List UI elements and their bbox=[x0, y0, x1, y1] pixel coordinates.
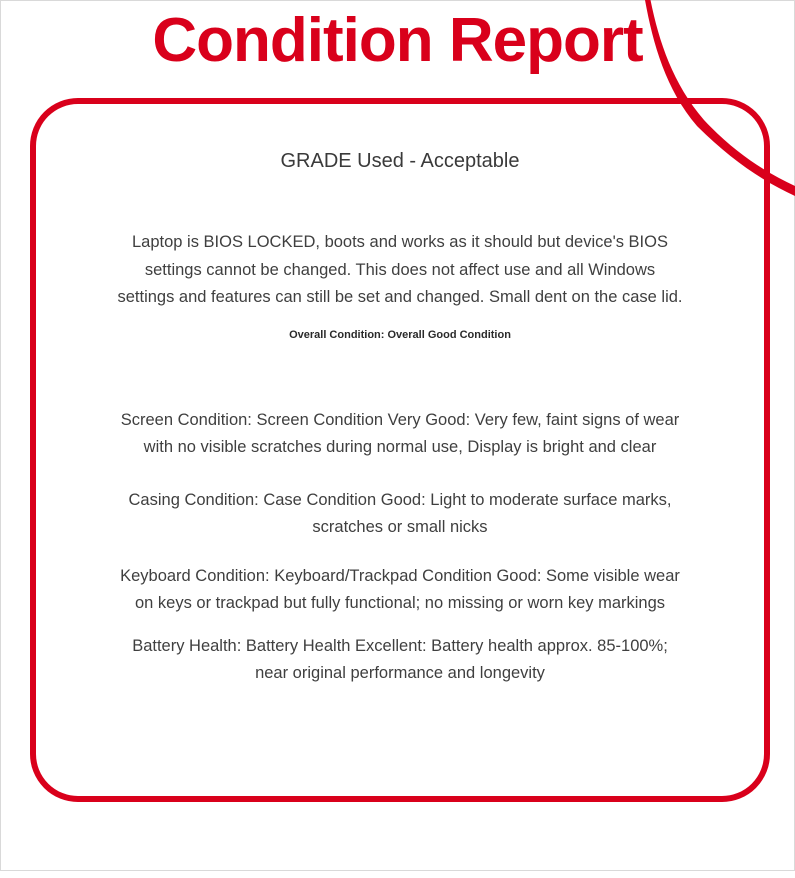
grade-heading: GRADE Used - Acceptable bbox=[280, 150, 520, 172]
condition-item-battery: Battery Health: Battery Health Excellent… bbox=[132, 636, 668, 682]
condition-item-keyboard: Keyboard Condition: Keyboard/Trackpad Co… bbox=[120, 566, 680, 612]
condition-item-screen: Screen Condition: Screen Condition Very … bbox=[120, 410, 680, 456]
description-text: Laptop is BIOS LOCKED, boots and works a… bbox=[117, 233, 683, 306]
condition-item-casing: Casing Condition: Case Condition Good: L… bbox=[128, 490, 672, 536]
condition-card: GRADE Used - Acceptable Laptop is BIOS L… bbox=[30, 98, 770, 802]
page-title: Condition Report bbox=[152, 6, 643, 75]
overall-condition-text: Overall Condition: Overall Good Conditio… bbox=[289, 328, 511, 341]
